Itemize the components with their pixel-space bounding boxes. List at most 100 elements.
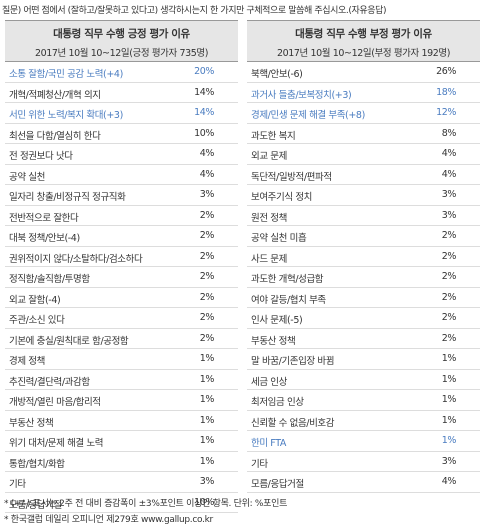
table-row: 전 정권보다 낫다 4% bbox=[5, 144, 238, 165]
row-label: 최선을 다함/열심히 한다 bbox=[9, 130, 101, 142]
table-row: 신뢰할 수 없음/비호감 1% bbox=[247, 411, 480, 431]
row-value: 1% bbox=[199, 394, 215, 405]
row-label: 인사 문제(-5) bbox=[251, 315, 303, 326]
row-value: 3% bbox=[441, 209, 457, 221]
table-row: 통합/협치/화합 1% bbox=[5, 452, 238, 472]
table-row: 모름/응답거절 10% bbox=[5, 493, 238, 513]
row-value: 4% bbox=[441, 148, 457, 159]
row-value: 1% bbox=[441, 394, 457, 405]
table-row: 보여주기식 정치 3% bbox=[247, 185, 480, 206]
row-label: 경제 정책 bbox=[9, 356, 45, 367]
table-subtitle: 2017년 10월 10~12일(긍정 평가자 735명) bbox=[34, 48, 209, 59]
row-value: 4% bbox=[199, 168, 215, 180]
table-row: 주관/소신 있다 2% bbox=[5, 308, 238, 329]
row-value: 2% bbox=[199, 271, 215, 282]
table-row: 최선을 다함/열심히 한다 10% bbox=[5, 124, 238, 144]
row-label: 북핵/안보(-6) bbox=[251, 69, 303, 80]
table-row: 부동산 정책 2% bbox=[247, 329, 480, 349]
row-label: 소통 잘함/국민 공감 노력(+4) bbox=[9, 69, 123, 80]
row-value: 2% bbox=[441, 312, 457, 323]
row-value: 2% bbox=[199, 250, 215, 262]
table-row: 기본에 충실/원칙대로 함/공정함 2% bbox=[5, 329, 238, 349]
table-row: 과도한 복지 8% bbox=[247, 124, 480, 144]
row-label: 과도한 복지 bbox=[251, 130, 296, 142]
row-value: 2% bbox=[199, 291, 215, 303]
table-title: 대통령 직무 수행 긍정 평가 이유 bbox=[53, 28, 190, 40]
row-value: 2% bbox=[199, 312, 215, 323]
table-row: 모름/응답거절 4% bbox=[247, 472, 480, 493]
row-value: 4% bbox=[441, 476, 457, 487]
row-value: 10% bbox=[194, 127, 214, 139]
table-row: 공약 실천 미흡 2% bbox=[247, 226, 480, 247]
footnote: * (+/-) 표시는 2주 전 대비 증감폭이 ±3%포인트 이상인 항목. … bbox=[4, 499, 288, 509]
row-value: 3% bbox=[441, 455, 457, 467]
table: 대통령 직무 수행 긍정 평가 이유 2017년 10월 10~12일(긍정 평가… bbox=[5, 20, 238, 513]
row-label: 기타 bbox=[251, 458, 268, 470]
row-value: 3% bbox=[199, 476, 215, 487]
table-row: 권위적이지 않다/소탈하다/검소하다 2% bbox=[5, 247, 238, 267]
row-label: 세금 인상 bbox=[251, 376, 287, 388]
row-label: 대북 정책/안보(-4) bbox=[9, 233, 80, 244]
row-label: 원전 정책 bbox=[251, 212, 287, 224]
row-value: 2% bbox=[441, 271, 457, 282]
table-row: 경제 정책 1% bbox=[5, 349, 238, 370]
footnote: * 한국갤럽 데일리 오피니언 제279호 www.gallup.co.kr bbox=[4, 515, 213, 525]
table-row: 부동산 정책 1% bbox=[5, 411, 238, 431]
table-header: 대통령 직무 수행 부정 평가 이유 2017년 10월 10~12일(부정 평가… bbox=[247, 21, 480, 62]
row-label: 기타 bbox=[9, 479, 26, 490]
row-value: 1% bbox=[441, 414, 457, 426]
row-label: 공약 실천 미흡 bbox=[251, 233, 307, 244]
row-label: 서민 위한 노력/복지 확대(+3) bbox=[9, 110, 123, 121]
row-value: 4% bbox=[441, 168, 457, 180]
table-row: 위기 대처/문제 해결 노력 1% bbox=[5, 431, 238, 452]
row-label: 통합/협치/화합 bbox=[9, 458, 65, 470]
row-label: 위기 대처/문제 해결 노력 bbox=[9, 438, 104, 449]
table-row: 소통 잘함/국민 공감 노력(+4) 20% bbox=[5, 62, 238, 83]
table-row: 공약 실천 4% bbox=[5, 165, 238, 185]
row-value: 12% bbox=[436, 107, 456, 118]
row-label: 공약 실천 bbox=[9, 171, 45, 183]
table: 대통령 직무 수행 부정 평가 이유 2017년 10월 10~12일(부정 평가… bbox=[247, 20, 480, 493]
row-value: 2% bbox=[441, 250, 457, 262]
table-row: 기타 3% bbox=[5, 472, 238, 493]
row-value: 1% bbox=[199, 455, 215, 467]
row-value: 20% bbox=[194, 66, 214, 77]
table-row: 말 바꿈/기존입장 바뀜 1% bbox=[247, 349, 480, 370]
row-label: 권위적이지 않다/소탈하다/검소하다 bbox=[9, 253, 143, 265]
row-value: 2% bbox=[441, 332, 457, 344]
row-value: 4% bbox=[199, 148, 215, 159]
row-value: 1% bbox=[441, 353, 457, 364]
row-label: 일자리 창출/비정규직 정규직화 bbox=[9, 192, 126, 203]
table-row: 과거사 들춤/보복정치(+3) 18% bbox=[247, 83, 480, 103]
row-label: 보여주기식 정치 bbox=[251, 192, 312, 203]
row-value: 2% bbox=[199, 209, 215, 221]
row-label: 말 바꿈/기존입장 바뀜 bbox=[251, 356, 335, 367]
row-label: 최저임금 인상 bbox=[251, 397, 304, 408]
table-row: 대북 정책/안보(-4) 2% bbox=[5, 226, 238, 247]
row-label: 전 정권보다 낫다 bbox=[9, 151, 73, 162]
table-row: 인사 문제(-5) 2% bbox=[247, 308, 480, 329]
row-value: 10% bbox=[194, 496, 214, 508]
row-value: 1% bbox=[441, 373, 457, 385]
row-value: 2% bbox=[441, 230, 457, 241]
row-label: 신뢰할 수 없음/비호감 bbox=[251, 417, 335, 429]
table-header: 대통령 직무 수행 긍정 평가 이유 2017년 10월 10~12일(긍정 평가… bbox=[5, 21, 238, 62]
row-label: 외교 문제 bbox=[251, 151, 287, 162]
table-row: 최저임금 인상 1% bbox=[247, 390, 480, 411]
row-label: 부동산 정책 bbox=[251, 335, 296, 347]
table-title: 대통령 직무 수행 부정 평가 이유 bbox=[295, 28, 432, 40]
row-value: 1% bbox=[199, 435, 215, 446]
row-label: 모름/응답거절 bbox=[9, 499, 62, 511]
row-value: 3% bbox=[441, 189, 457, 200]
row-value: 2% bbox=[199, 230, 215, 241]
row-value: 18% bbox=[436, 86, 456, 98]
row-label: 기본에 충실/원칙대로 함/공정함 bbox=[9, 335, 129, 347]
row-label: 경제/민생 문제 해결 부족(+8) bbox=[251, 110, 365, 121]
table-row: 외교 문제 4% bbox=[247, 144, 480, 165]
row-value: 2% bbox=[199, 332, 215, 344]
row-value: 14% bbox=[194, 107, 214, 118]
table-row: 서민 위한 노력/복지 확대(+3) 14% bbox=[5, 103, 238, 124]
table-row: 북핵/안보(-6) 26% bbox=[247, 62, 480, 83]
table-row: 개방적/열린 마음/합리적 1% bbox=[5, 390, 238, 411]
